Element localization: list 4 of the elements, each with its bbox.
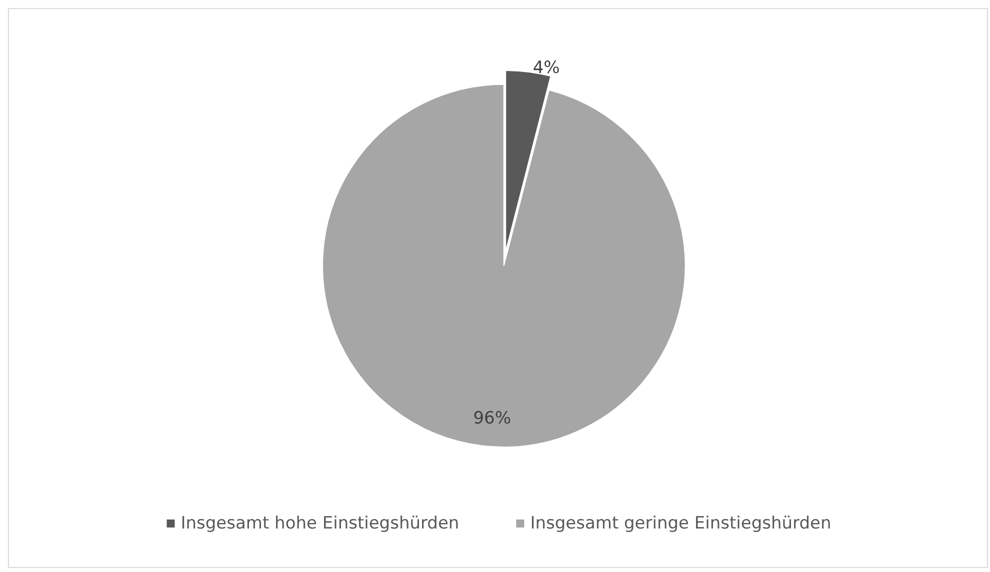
data-label: 96% xyxy=(473,408,512,429)
legend-label: Insgesamt geringe Einstiegshürden xyxy=(530,514,832,534)
data-label: 4% xyxy=(532,58,560,78)
legend-label: Insgesamt hohe Einstiegshürden xyxy=(180,514,460,534)
